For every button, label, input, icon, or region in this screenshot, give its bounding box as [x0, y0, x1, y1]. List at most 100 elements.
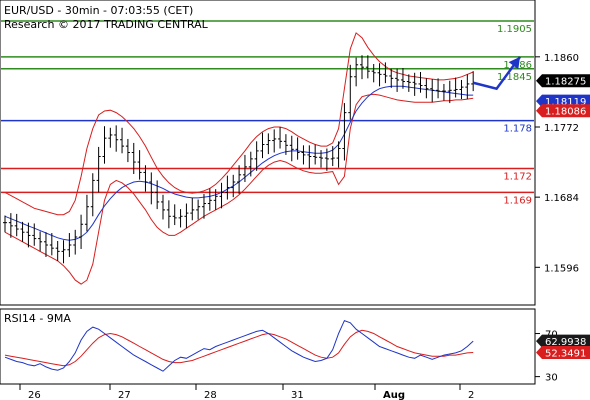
price-bar [260, 132, 265, 159]
price-bar [237, 165, 242, 194]
price-bar [90, 173, 95, 217]
level-label-5: 1.169 [503, 195, 532, 206]
price-bar [436, 78, 441, 99]
price-bar [84, 194, 89, 232]
rsi-tick-label: 30 [545, 373, 558, 384]
price-bar [447, 80, 452, 104]
price-layer [3, 55, 522, 264]
price-bar [459, 79, 464, 100]
price-bar [371, 64, 376, 83]
price-bar [307, 145, 312, 169]
x-tick-label: 31 [291, 390, 304, 400]
price-bar [377, 63, 382, 87]
price-bar [278, 126, 283, 149]
price-bar [96, 146, 101, 193]
price-bar [120, 127, 125, 154]
price-bar [172, 204, 177, 226]
price-bar [43, 232, 48, 257]
x-tick-label: 28 [204, 390, 217, 400]
price-tag-2: 1.18086 [536, 104, 590, 118]
price-bar [359, 55, 364, 80]
price-bar [295, 137, 300, 160]
price-bar [32, 223, 37, 246]
price-bar [49, 233, 54, 256]
price-bar [207, 188, 212, 211]
price-bar [254, 141, 259, 171]
price-bar [149, 172, 154, 205]
price-bar [155, 180, 160, 210]
rsi-tag-0: 62.9938 [536, 334, 590, 348]
price-bar [14, 213, 19, 237]
price-bar [348, 64, 353, 120]
price-bar [441, 83, 446, 101]
svg-text:62.9938: 62.9938 [545, 337, 586, 348]
price-bar [201, 193, 206, 219]
price-bar [412, 72, 417, 96]
price-bar [102, 126, 107, 164]
rsi-panel [0, 308, 536, 385]
price-bar [430, 79, 435, 103]
chart-title: EUR/USD - 30min - 07:03:55 (CET) [4, 4, 193, 17]
price-bar [330, 146, 335, 167]
price-bar [38, 231, 43, 252]
forecast-arrow-line [472, 56, 522, 91]
bollinger-upper-line [4, 32, 474, 216]
price-bar [231, 174, 236, 198]
price-tick-label: 1.1684 [544, 193, 579, 204]
price-bar [26, 222, 31, 248]
price-bar [289, 135, 294, 162]
price-bar [365, 55, 370, 79]
level-label-2: 1.1845 [497, 72, 532, 83]
price-bar [225, 175, 230, 200]
price-bar [161, 194, 166, 220]
price-bar [143, 165, 148, 192]
svg-text:1.18086: 1.18086 [545, 107, 586, 118]
price-bar [418, 71, 423, 93]
price-bar [8, 213, 13, 238]
price-bar [266, 133, 271, 155]
price-bar [389, 68, 394, 88]
price-bar [55, 241, 60, 261]
price-bar [272, 129, 277, 153]
level-label-4: 1.172 [503, 171, 532, 182]
price-bar [125, 138, 130, 163]
price-bar [3, 215, 7, 233]
x-tick-label: Aug [383, 390, 405, 400]
chart-subtitle: Research © 2017 TRADING CENTRAL [4, 18, 209, 31]
price-bar [190, 197, 195, 221]
svg-text:1.18119: 1.18119 [545, 97, 586, 108]
price-tick-label: 1.1596 [544, 263, 579, 274]
price-panel [0, 0, 536, 306]
price-bar [453, 77, 458, 98]
price-bar [248, 151, 253, 177]
price-bar [184, 203, 189, 229]
price-bar [108, 127, 113, 148]
forecast-arrow-head [508, 56, 520, 70]
price-bar [73, 229, 78, 255]
price-bar [301, 145, 306, 165]
price-bar [313, 144, 318, 165]
svg-text:52.3491: 52.3491 [545, 348, 586, 359]
price-bar [336, 141, 341, 168]
price-bar [67, 233, 72, 257]
price-bar [342, 103, 347, 161]
level-label-0: 1.1905 [497, 24, 532, 35]
price-bar [20, 221, 25, 242]
price-bar [196, 199, 201, 220]
price-bar [324, 148, 329, 171]
price-bar [166, 200, 171, 229]
x-tick-label: 27 [118, 390, 131, 400]
price-bar [219, 182, 224, 209]
price-bar [406, 74, 411, 92]
rsi-line [4, 319, 474, 372]
svg-text:1.18275: 1.18275 [545, 77, 586, 88]
x-tick-label: 26 [28, 390, 41, 400]
price-bar [354, 57, 359, 87]
price-bar [137, 150, 142, 180]
price-bar [114, 125, 119, 152]
price-bar [213, 189, 218, 210]
x-tick-label: 2 [468, 390, 474, 400]
